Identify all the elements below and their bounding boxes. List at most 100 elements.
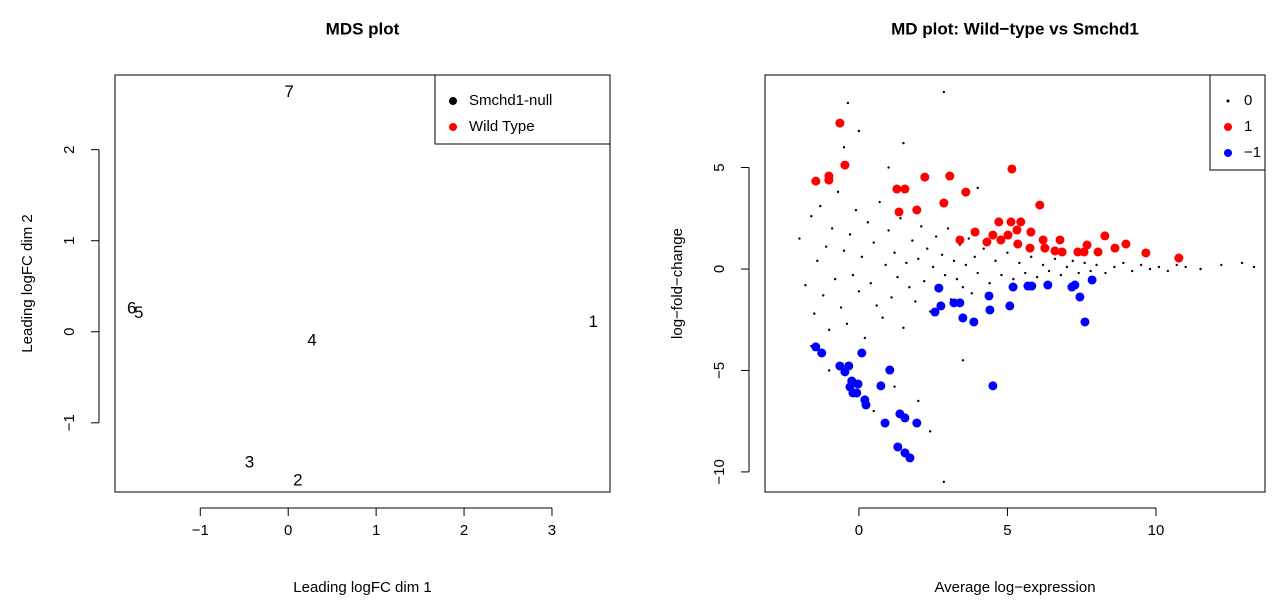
legend-box [1209, 74, 1266, 171]
point [1026, 227, 1036, 237]
point [952, 259, 956, 263]
point [890, 296, 893, 299]
point [892, 184, 902, 194]
legend-marker [449, 123, 457, 131]
point [905, 453, 915, 463]
point [1073, 247, 1083, 257]
point [816, 259, 819, 263]
point [969, 317, 979, 327]
point [964, 263, 968, 267]
point [976, 186, 979, 190]
point [1057, 247, 1067, 257]
point [835, 118, 845, 128]
point [839, 306, 843, 309]
point [1007, 164, 1017, 174]
point [1041, 263, 1045, 267]
chart-title: MDS plot [326, 19, 400, 38]
point [1083, 261, 1086, 265]
point [835, 361, 845, 371]
point [1047, 269, 1051, 273]
point [845, 322, 849, 325]
point [912, 418, 922, 428]
point [857, 348, 867, 358]
point [940, 253, 944, 256]
point [817, 348, 827, 358]
point [851, 273, 855, 277]
point [988, 381, 998, 391]
x-tick-label: 3 [548, 522, 556, 539]
point [848, 388, 858, 398]
point [934, 235, 938, 238]
point [842, 249, 846, 252]
point [1043, 280, 1053, 290]
point-label: 5 [134, 303, 143, 322]
point [1252, 265, 1256, 269]
point [827, 328, 831, 332]
point [813, 312, 816, 315]
legend-marker [1226, 99, 1230, 103]
point [945, 171, 955, 181]
point [881, 316, 884, 319]
point [861, 400, 871, 410]
point [833, 277, 837, 281]
point [827, 369, 831, 372]
point [885, 365, 895, 375]
point [908, 286, 911, 289]
point [1174, 253, 1184, 263]
y-tick-label: 2 [61, 145, 78, 153]
point [887, 229, 890, 232]
legend-label: 1 [1244, 118, 1252, 135]
point [1240, 261, 1244, 265]
point [934, 283, 944, 293]
point [866, 221, 869, 224]
y-axis-label: Leading logFC dim 2 [19, 214, 36, 352]
point [976, 271, 979, 275]
point [1184, 265, 1187, 269]
point [887, 166, 890, 169]
point [1012, 225, 1022, 235]
point [857, 129, 861, 133]
point [1089, 269, 1092, 273]
point [1024, 271, 1027, 275]
point [894, 207, 904, 217]
legend-label: 0 [1244, 92, 1252, 109]
legend-marker [1224, 123, 1232, 131]
point [1079, 247, 1089, 257]
point [1025, 243, 1035, 253]
point [1100, 231, 1110, 241]
point [914, 300, 917, 303]
point [1040, 243, 1050, 253]
point [1166, 269, 1170, 273]
point [1148, 267, 1152, 271]
point [988, 230, 998, 240]
point [846, 101, 850, 105]
point [1104, 271, 1107, 275]
plot-frame [114, 74, 611, 493]
point [811, 342, 821, 352]
legend-label: Smchd1-null [469, 92, 552, 109]
point [958, 313, 968, 323]
y-tick-label: −1 [61, 414, 78, 431]
point [939, 198, 949, 208]
point [1199, 267, 1202, 271]
point [967, 237, 971, 240]
point [819, 204, 822, 208]
point [961, 359, 965, 362]
point [854, 208, 858, 212]
point [872, 241, 875, 244]
point [961, 286, 965, 289]
point [893, 385, 896, 388]
point [1087, 275, 1097, 285]
point [936, 301, 946, 311]
y-tick-label: 0 [61, 328, 78, 336]
point [1000, 273, 1003, 277]
point [899, 217, 902, 220]
point [822, 294, 825, 297]
point [961, 187, 971, 197]
point [1080, 317, 1090, 327]
x-tick-label: 0 [284, 522, 292, 539]
point [863, 336, 867, 340]
point [896, 275, 899, 279]
x-axis-label: Average log−expression [934, 579, 1095, 596]
